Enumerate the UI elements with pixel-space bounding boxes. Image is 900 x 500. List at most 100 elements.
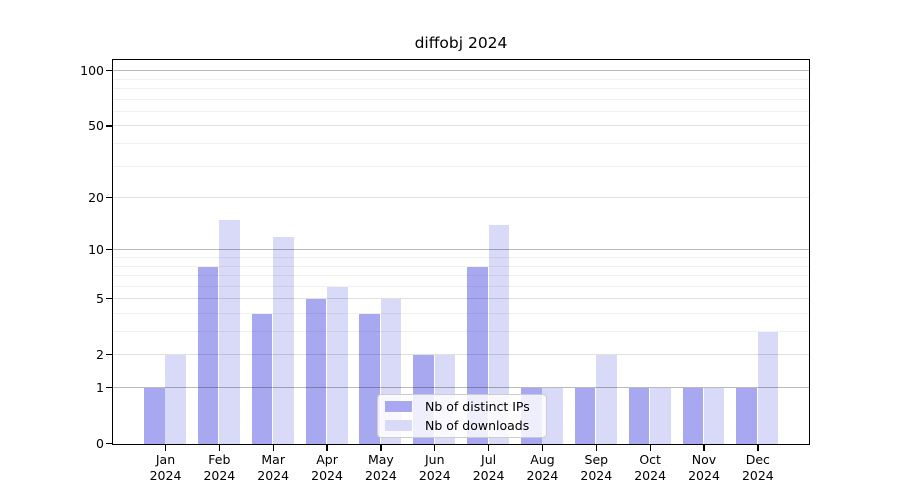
y-tick-mark	[106, 249, 113, 251]
x-tick-year: 2024	[149, 467, 182, 483]
gridline-minor	[113, 143, 809, 145]
x-tick-month: Nov	[691, 452, 717, 467]
x-tick-label-nov: Nov 2024	[672, 452, 736, 483]
x-tick-month: Feb	[208, 452, 231, 467]
x-tick-year: 2024	[418, 467, 451, 483]
gridline-major	[113, 387, 809, 388]
chart-title: diffobj 2024	[414, 34, 508, 52]
x-tick-year: 2024	[526, 467, 559, 483]
x-tick-mark	[595, 445, 597, 451]
x-tick-label-jun: Jun 2024	[403, 452, 467, 483]
x-tick-label-dec: Dec 2024	[726, 452, 790, 483]
bar-downloads-aug	[542, 388, 563, 444]
bar-distinct-ips-feb	[197, 266, 219, 444]
legend: Nb of distinct IPs Nb of downloads	[377, 394, 547, 438]
x-tick-label-jan: Jan 2024	[134, 452, 198, 483]
plot-area	[112, 59, 810, 445]
gridline-minor	[113, 275, 809, 277]
x-tick-month: Sep	[584, 452, 609, 467]
gridline-mid	[113, 197, 809, 199]
x-tick-mark	[541, 445, 544, 451]
x-tick-mark	[218, 445, 221, 451]
gridline-minor	[113, 331, 809, 333]
x-tick-label-mar: Mar 2024	[241, 452, 305, 483]
x-tick-month: Jan	[155, 452, 176, 467]
x-tick-year: 2024	[203, 467, 236, 483]
x-tick-year: 2024	[688, 467, 720, 483]
gridline-mid	[113, 354, 809, 356]
x-tick-year: 2024	[311, 467, 343, 483]
gridline-minor	[113, 312, 809, 314]
x-tick-month: Apr	[316, 452, 338, 467]
gridline-minor	[113, 257, 809, 258]
gridline-minor	[113, 78, 809, 80]
bar-distinct-ips-mar	[251, 314, 273, 444]
x-tick-mark	[649, 445, 651, 451]
x-tick-mark	[488, 445, 490, 451]
x-tick-mark	[272, 445, 274, 451]
bar-distinct-ips-dec	[736, 388, 757, 444]
x-tick-month: Mar	[261, 452, 285, 467]
bar-downloads-jul	[488, 225, 510, 444]
gridline-minor	[113, 110, 809, 112]
y-tick-mark	[106, 298, 113, 300]
legend-item-distinct-ips: Nb of distinct IPs	[385, 399, 538, 414]
x-tick-year: 2024	[741, 467, 774, 483]
x-tick-year: 2024	[472, 467, 505, 483]
y-tick-mark	[106, 196, 113, 199]
x-tick-label-feb: Feb 2024	[187, 452, 251, 483]
gridline-major	[113, 70, 809, 72]
bar-distinct-ips-apr	[305, 299, 327, 444]
y-tick-label: 20	[88, 189, 104, 205]
gridline-minor	[113, 285, 809, 287]
bar-distinct-ips-sep	[574, 388, 596, 444]
x-tick-month: Jun	[424, 452, 445, 467]
legend-swatch-icon	[385, 420, 412, 431]
x-tick-year: 2024	[257, 467, 290, 483]
x-tick-label-sep: Sep 2024	[564, 452, 628, 483]
y-tick-label: 100	[80, 62, 104, 78]
bar-downloads-sep	[596, 355, 617, 444]
x-tick-mark	[434, 445, 436, 451]
x-tick-mark	[703, 445, 705, 451]
bar-distinct-ips-may	[359, 314, 380, 444]
gridline-mid	[113, 125, 809, 127]
y-tick-label: 0	[96, 435, 104, 451]
gridline-minor	[113, 265, 809, 267]
x-tick-year: 2024	[580, 467, 613, 483]
legend-item-label: Nb of distinct IPs	[425, 399, 530, 414]
gridline-minor	[113, 165, 809, 167]
y-tick-label: 5	[96, 290, 104, 306]
bar-downloads-nov	[703, 388, 725, 444]
gridline-minor	[113, 98, 809, 100]
y-tick-label: 1	[96, 379, 104, 395]
x-tick-month: Aug	[530, 452, 555, 467]
gridline-mid	[113, 298, 809, 300]
y-tick-label: 2	[96, 346, 104, 362]
legend-item-downloads: Nb of downloads	[385, 418, 538, 433]
y-tick-mark	[106, 354, 113, 356]
x-tick-mark	[380, 445, 382, 451]
y-tick-label: 10	[88, 241, 104, 257]
legend-swatch-icon	[385, 401, 412, 412]
bar-distinct-ips-oct	[628, 388, 650, 444]
bar-downloads-apr	[326, 286, 348, 444]
x-tick-label-aug: Aug 2024	[510, 452, 574, 483]
x-tick-month: Jul	[481, 452, 497, 467]
gridline-major	[113, 249, 809, 251]
y-tick-mark	[106, 442, 113, 445]
bar-downloads-dec	[757, 332, 779, 444]
bar-distinct-ips-jan	[144, 388, 165, 444]
x-tick-label-oct: Oct 2024	[618, 452, 682, 483]
x-tick-month: Dec	[745, 452, 770, 467]
bar-distinct-ips-nov	[682, 388, 704, 444]
x-tick-mark	[164, 445, 167, 451]
gridline-minor	[113, 88, 809, 90]
y-tick-mark	[106, 70, 113, 72]
x-tick-label-may: May 2024	[349, 452, 413, 483]
legend-item-label: Nb of downloads	[425, 418, 530, 433]
x-tick-month: May	[367, 452, 394, 467]
x-tick-mark	[757, 445, 759, 451]
y-tick-mark	[106, 386, 113, 389]
